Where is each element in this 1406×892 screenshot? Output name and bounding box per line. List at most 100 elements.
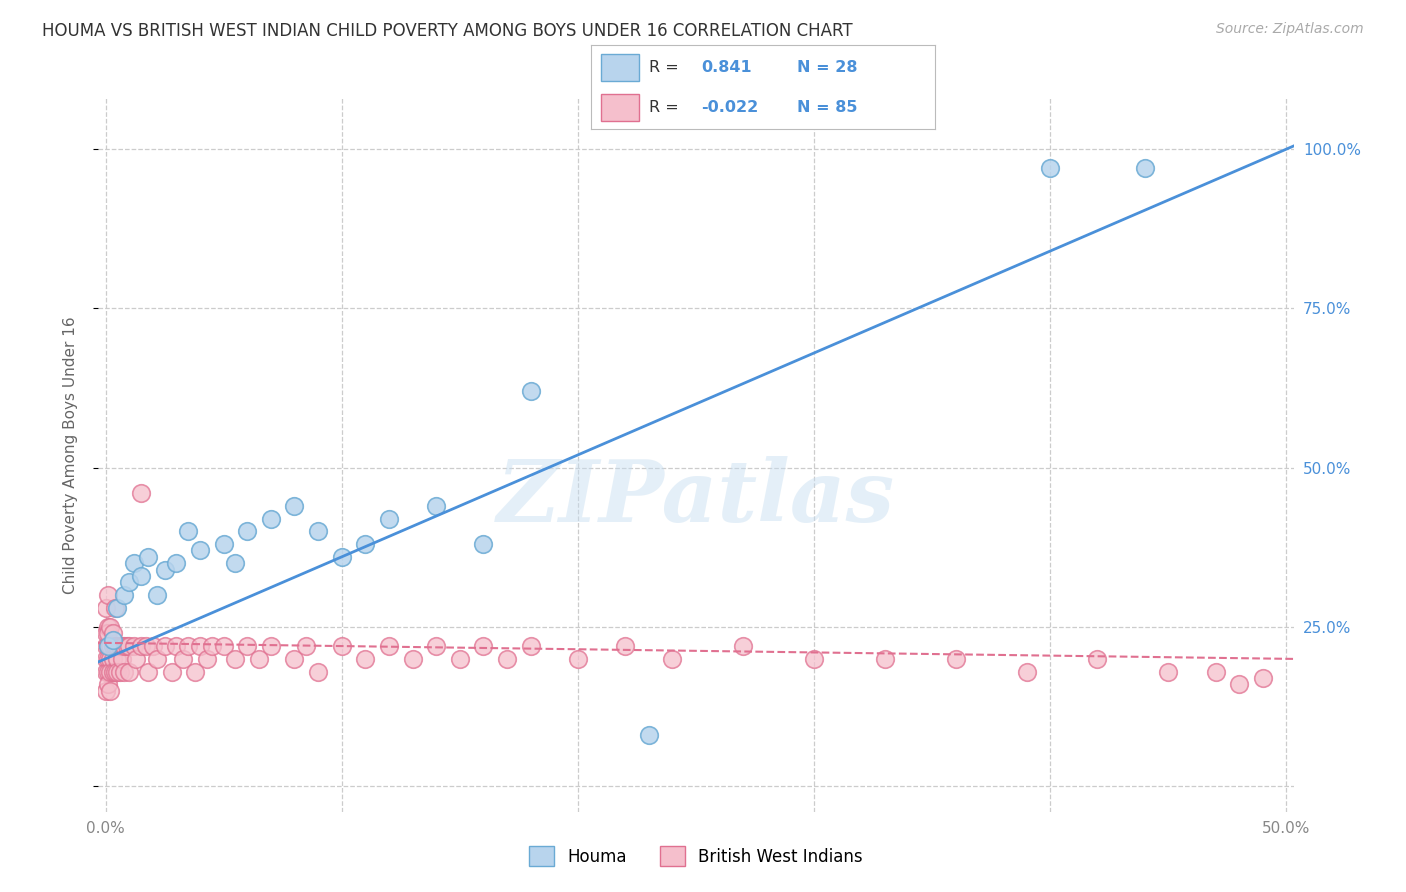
- Point: [733, 639, 755, 653]
- Point: [101, 639, 124, 653]
- Point: [236, 524, 259, 539]
- Text: N = 28: N = 28: [797, 60, 858, 75]
- Point: [1133, 161, 1156, 176]
- Point: [260, 639, 283, 653]
- Point: [637, 728, 659, 742]
- Point: [98, 639, 121, 653]
- Point: [212, 639, 235, 653]
- Point: [136, 665, 159, 679]
- Point: [146, 588, 169, 602]
- Point: [378, 511, 401, 525]
- Point: [118, 639, 141, 653]
- Point: [115, 639, 138, 653]
- Point: [101, 632, 124, 647]
- Point: [142, 639, 165, 653]
- Point: [97, 639, 120, 653]
- Point: [188, 543, 211, 558]
- Point: [496, 652, 519, 666]
- Point: [125, 652, 148, 666]
- Point: [111, 652, 134, 666]
- Point: [803, 652, 825, 666]
- Text: HOUMA VS BRITISH WEST INDIAN CHILD POVERTY AMONG BOYS UNDER 16 CORRELATION CHART: HOUMA VS BRITISH WEST INDIAN CHILD POVER…: [42, 22, 853, 40]
- Point: [153, 563, 176, 577]
- Point: [112, 665, 135, 679]
- Point: [472, 639, 495, 653]
- Point: [1227, 677, 1250, 691]
- FancyBboxPatch shape: [600, 54, 638, 81]
- Point: [94, 626, 117, 640]
- Point: [519, 639, 541, 653]
- Point: [129, 639, 152, 653]
- Point: [98, 652, 121, 666]
- Point: [295, 639, 318, 653]
- FancyBboxPatch shape: [600, 94, 638, 120]
- Point: [101, 652, 124, 666]
- Point: [1251, 671, 1274, 685]
- Point: [614, 639, 637, 653]
- Point: [172, 652, 194, 666]
- Point: [97, 588, 120, 602]
- Point: [111, 639, 134, 653]
- Point: [378, 639, 401, 653]
- Point: [160, 665, 183, 679]
- Point: [122, 556, 145, 570]
- Point: [118, 665, 141, 679]
- Point: [101, 665, 124, 679]
- Text: 0.841: 0.841: [700, 60, 751, 75]
- Point: [97, 677, 120, 691]
- Point: [98, 683, 121, 698]
- Point: [97, 652, 120, 666]
- Point: [94, 600, 117, 615]
- Point: [401, 652, 423, 666]
- Point: [165, 556, 187, 570]
- Point: [1087, 652, 1109, 666]
- Point: [97, 639, 120, 653]
- Point: [105, 639, 128, 653]
- Point: [94, 683, 117, 698]
- Point: [307, 524, 329, 539]
- Text: R =: R =: [650, 100, 679, 115]
- Point: [945, 652, 967, 666]
- Point: [1157, 665, 1180, 679]
- Text: -0.022: -0.022: [700, 100, 758, 115]
- Point: [135, 639, 157, 653]
- Point: [354, 652, 377, 666]
- Point: [94, 639, 117, 653]
- Point: [108, 665, 131, 679]
- Text: Source: ZipAtlas.com: Source: ZipAtlas.com: [1216, 22, 1364, 37]
- Point: [97, 620, 120, 634]
- Point: [873, 652, 896, 666]
- Y-axis label: Child Poverty Among Boys Under 16: Child Poverty Among Boys Under 16: [63, 316, 77, 594]
- Point: [195, 652, 218, 666]
- Point: [307, 665, 329, 679]
- Point: [1015, 665, 1038, 679]
- Point: [354, 537, 377, 551]
- Point: [105, 600, 128, 615]
- Point: [97, 626, 120, 640]
- Point: [104, 665, 127, 679]
- Point: [118, 575, 141, 590]
- Point: [129, 569, 152, 583]
- Point: [224, 652, 246, 666]
- Point: [661, 652, 683, 666]
- Point: [201, 639, 224, 653]
- Point: [98, 665, 121, 679]
- Text: ZIPatlas: ZIPatlas: [496, 456, 896, 540]
- Point: [146, 652, 169, 666]
- Point: [283, 652, 305, 666]
- Point: [425, 639, 447, 653]
- Point: [330, 549, 353, 564]
- Text: N = 85: N = 85: [797, 100, 858, 115]
- Point: [567, 652, 589, 666]
- Point: [104, 639, 127, 653]
- Point: [105, 652, 128, 666]
- Point: [188, 639, 211, 653]
- Point: [236, 639, 259, 653]
- Point: [129, 486, 152, 500]
- Point: [98, 639, 121, 653]
- Point: [112, 588, 135, 602]
- Point: [98, 620, 121, 634]
- Point: [177, 524, 200, 539]
- Point: [472, 537, 495, 551]
- Point: [94, 665, 117, 679]
